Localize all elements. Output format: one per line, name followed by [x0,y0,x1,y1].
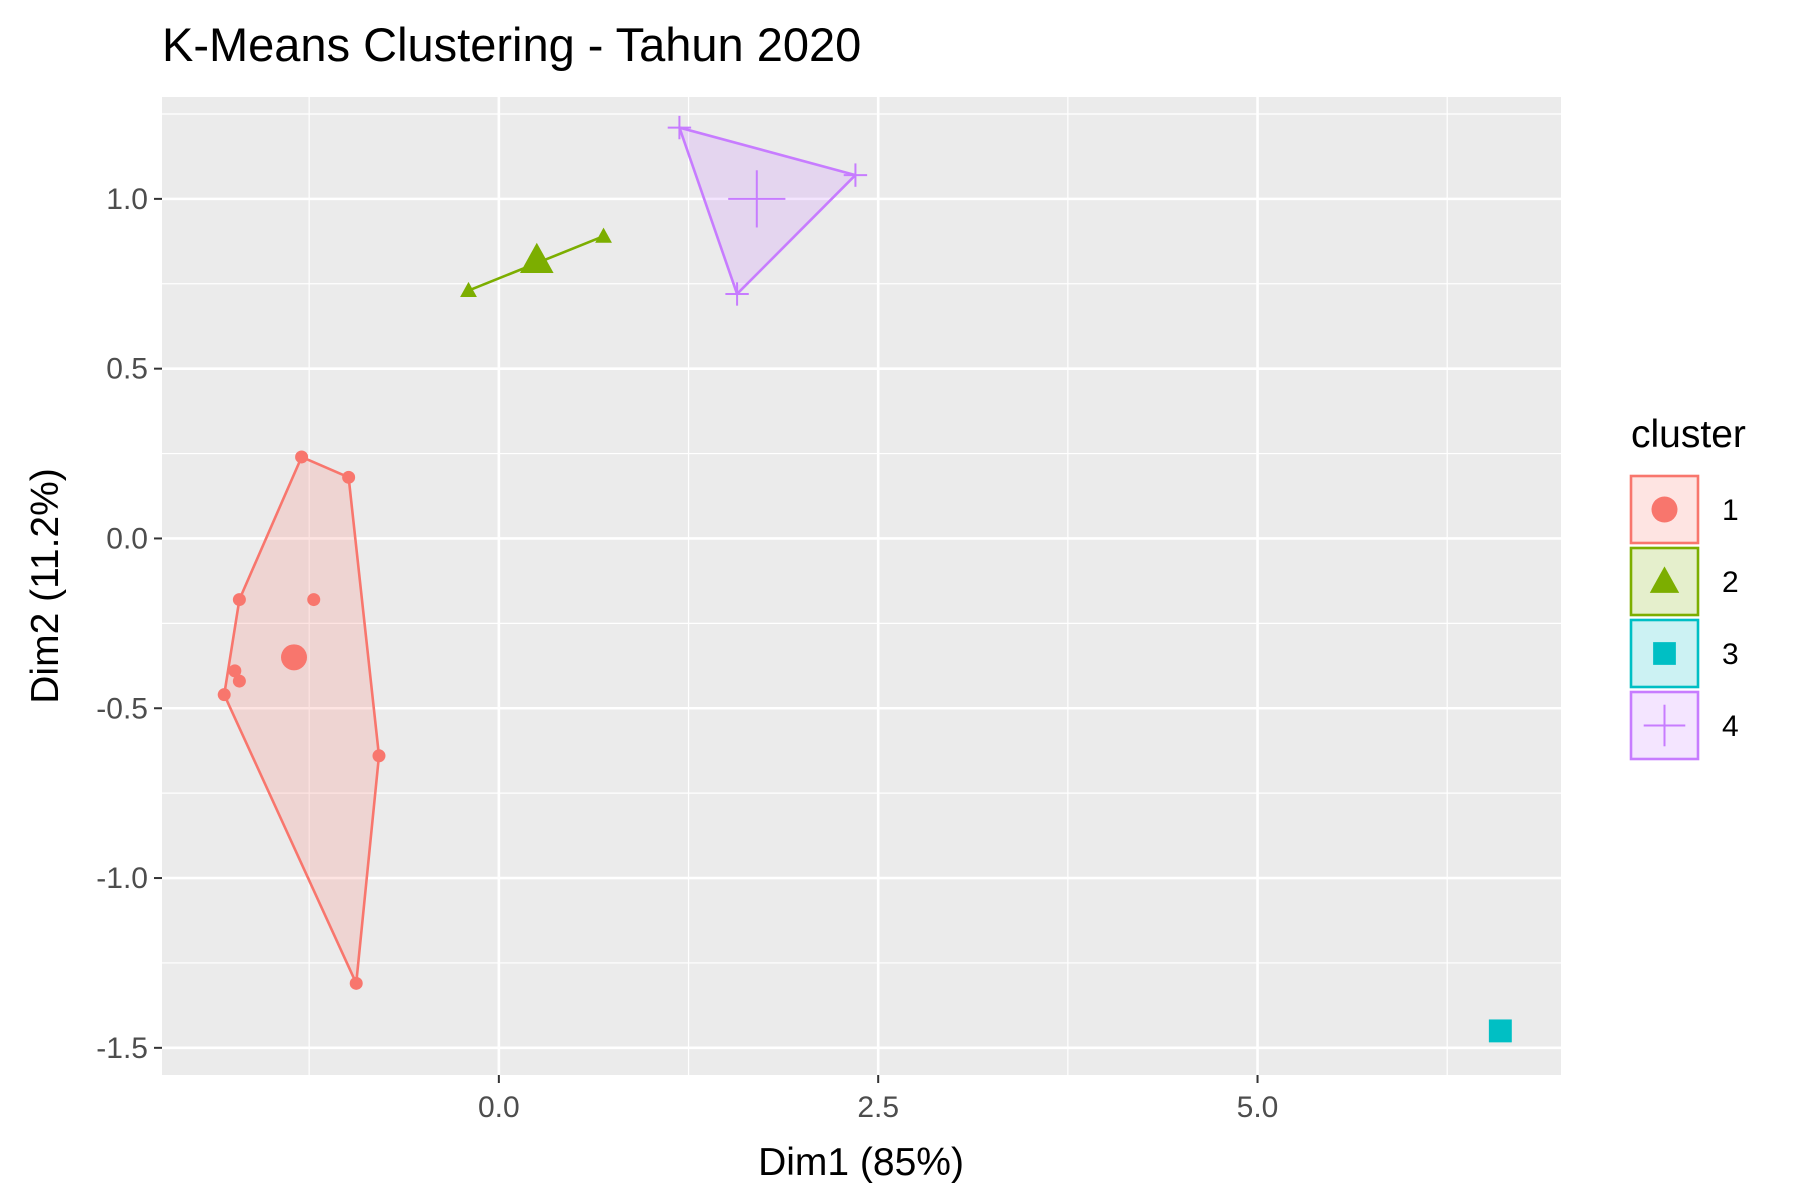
legend-marker-4 [1643,704,1686,747]
x-tick-label: 5.0 [1237,1091,1279,1124]
cluster-1-point [307,593,321,607]
cluster-1-point [372,749,386,763]
cluster-2-point [595,227,612,243]
cluster-points [217,115,1512,1043]
legend-label-2: 2 [1722,566,1739,599]
cluster-4-point [667,115,692,140]
legend-item-1: 1 [1629,474,1739,545]
cluster-4-point [843,163,868,187]
cluster-2-centroid [519,242,554,273]
y-tick-label: 0.0 [106,522,148,555]
cluster-1-point [349,976,363,990]
cluster-1-point [295,450,309,464]
cluster-4-point [725,282,749,306]
cluster-1-point [342,470,356,484]
y-tick-label: 0.5 [106,353,148,386]
legend-marker-1 [1651,496,1678,523]
cluster-1-point [217,688,231,702]
plot-panel [162,97,1561,1075]
legend-label-1: 1 [1722,494,1739,527]
legend-title: cluster [1631,413,1746,456]
x-axis-title: Dim1 (85%) [758,1141,964,1184]
x-tick-label: 0.0 [478,1091,520,1124]
legend-item-3: 3 [1629,618,1739,689]
cluster-3-centroid [1488,1019,1512,1043]
legend-label-4: 4 [1722,710,1739,743]
y-tick-label: -1.5 [96,1032,148,1065]
legend-item-4: 4 [1629,690,1739,761]
legend: cluster 1 2 3 4 [1629,413,1746,761]
x-axis: 0.0 2.5 5.0 [478,1075,1278,1124]
chart-title: K-Means Clustering - Tahun 2020 [162,18,861,71]
grid-major [162,97,1561,1075]
legend-key-2 [1629,546,1700,617]
legend-marker-3 [1653,642,1676,665]
cluster-1-point [232,674,246,688]
legend-label-3: 3 [1722,638,1739,671]
cluster-4-centroid [728,170,786,228]
cluster-1-point [228,664,242,678]
cluster-1-centroid [281,644,308,671]
legend-marker-2 [1649,566,1680,593]
y-tick-label: -0.5 [96,692,148,725]
y-axis-title: Dim2 (11.2%) [24,468,67,704]
y-tick-label: 1.0 [106,183,148,216]
cluster-2-point [460,281,477,298]
x-tick-label: 2.5 [857,1091,899,1124]
cluster-4-hull [678,126,857,296]
legend-item-2: 2 [1629,546,1739,617]
legend-key-3 [1629,618,1700,689]
y-axis: 1.0 0.5 0.0 -0.5 -1.0 -1.5 [96,183,162,1065]
cluster-centroids [281,170,1512,1043]
y-tick-label: -1.0 [96,862,148,895]
cluster-1-point [232,593,246,607]
grid-minor [162,97,1561,1075]
